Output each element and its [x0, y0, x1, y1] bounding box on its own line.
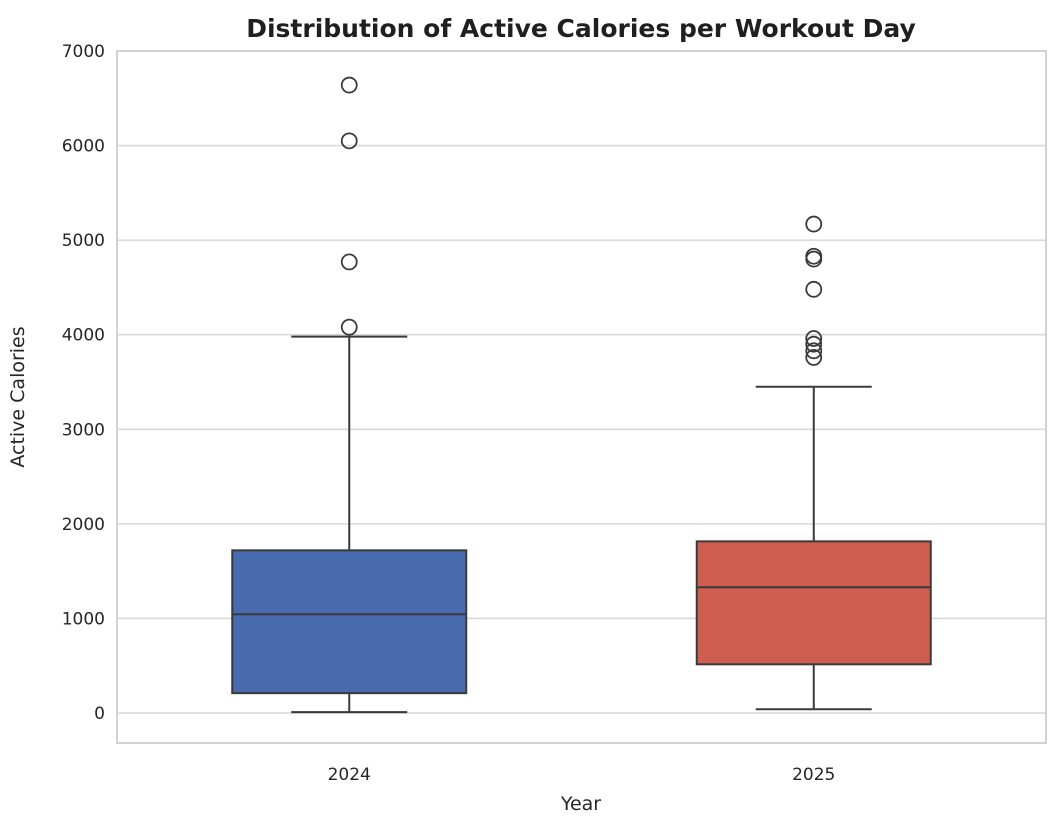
box-2025 [695, 540, 932, 666]
outlier-point-2025 [805, 335, 823, 353]
y-tick-label-3000: 3000 [62, 420, 105, 440]
y-axis-label: Active Calories [7, 326, 29, 467]
x-tick-label-2024: 2024 [328, 765, 371, 785]
outlier-point-2024 [340, 132, 358, 150]
y-tick-label-1000: 1000 [62, 609, 105, 629]
outlier-point-2024 [340, 76, 358, 94]
box-layer [231, 76, 932, 714]
tick-layer: 0 1000 2000 3000 4000 5000 6000 7000 2024 2025 [62, 42, 836, 785]
outlier-point-2025 [805, 342, 823, 360]
box-2024 [231, 549, 468, 695]
outlier-point-2024 [340, 318, 358, 336]
y-tick-label-7000: 7000 [62, 42, 105, 62]
outlier-point-2025 [805, 215, 823, 233]
outlier-point-2025 [805, 280, 823, 298]
plot-border [116, 50, 1047, 744]
y-tick-label-0: 0 [94, 704, 105, 724]
y-tick-label-5000: 5000 [62, 231, 105, 251]
y-tick-label-2000: 2000 [62, 515, 105, 535]
outlier-point-2025 [805, 247, 823, 265]
x-axis-label: Year [560, 793, 601, 815]
outlier-point-2025 [805, 349, 823, 366]
y-tick-label-6000: 6000 [62, 137, 105, 157]
chart-title: Distribution of Active Calories per Work… [246, 14, 916, 43]
outlier-point-2025 [805, 330, 823, 347]
x-tick-label-2025: 2025 [792, 765, 835, 785]
outlier-point-2024 [340, 253, 358, 271]
y-tick-label-4000: 4000 [62, 326, 105, 346]
